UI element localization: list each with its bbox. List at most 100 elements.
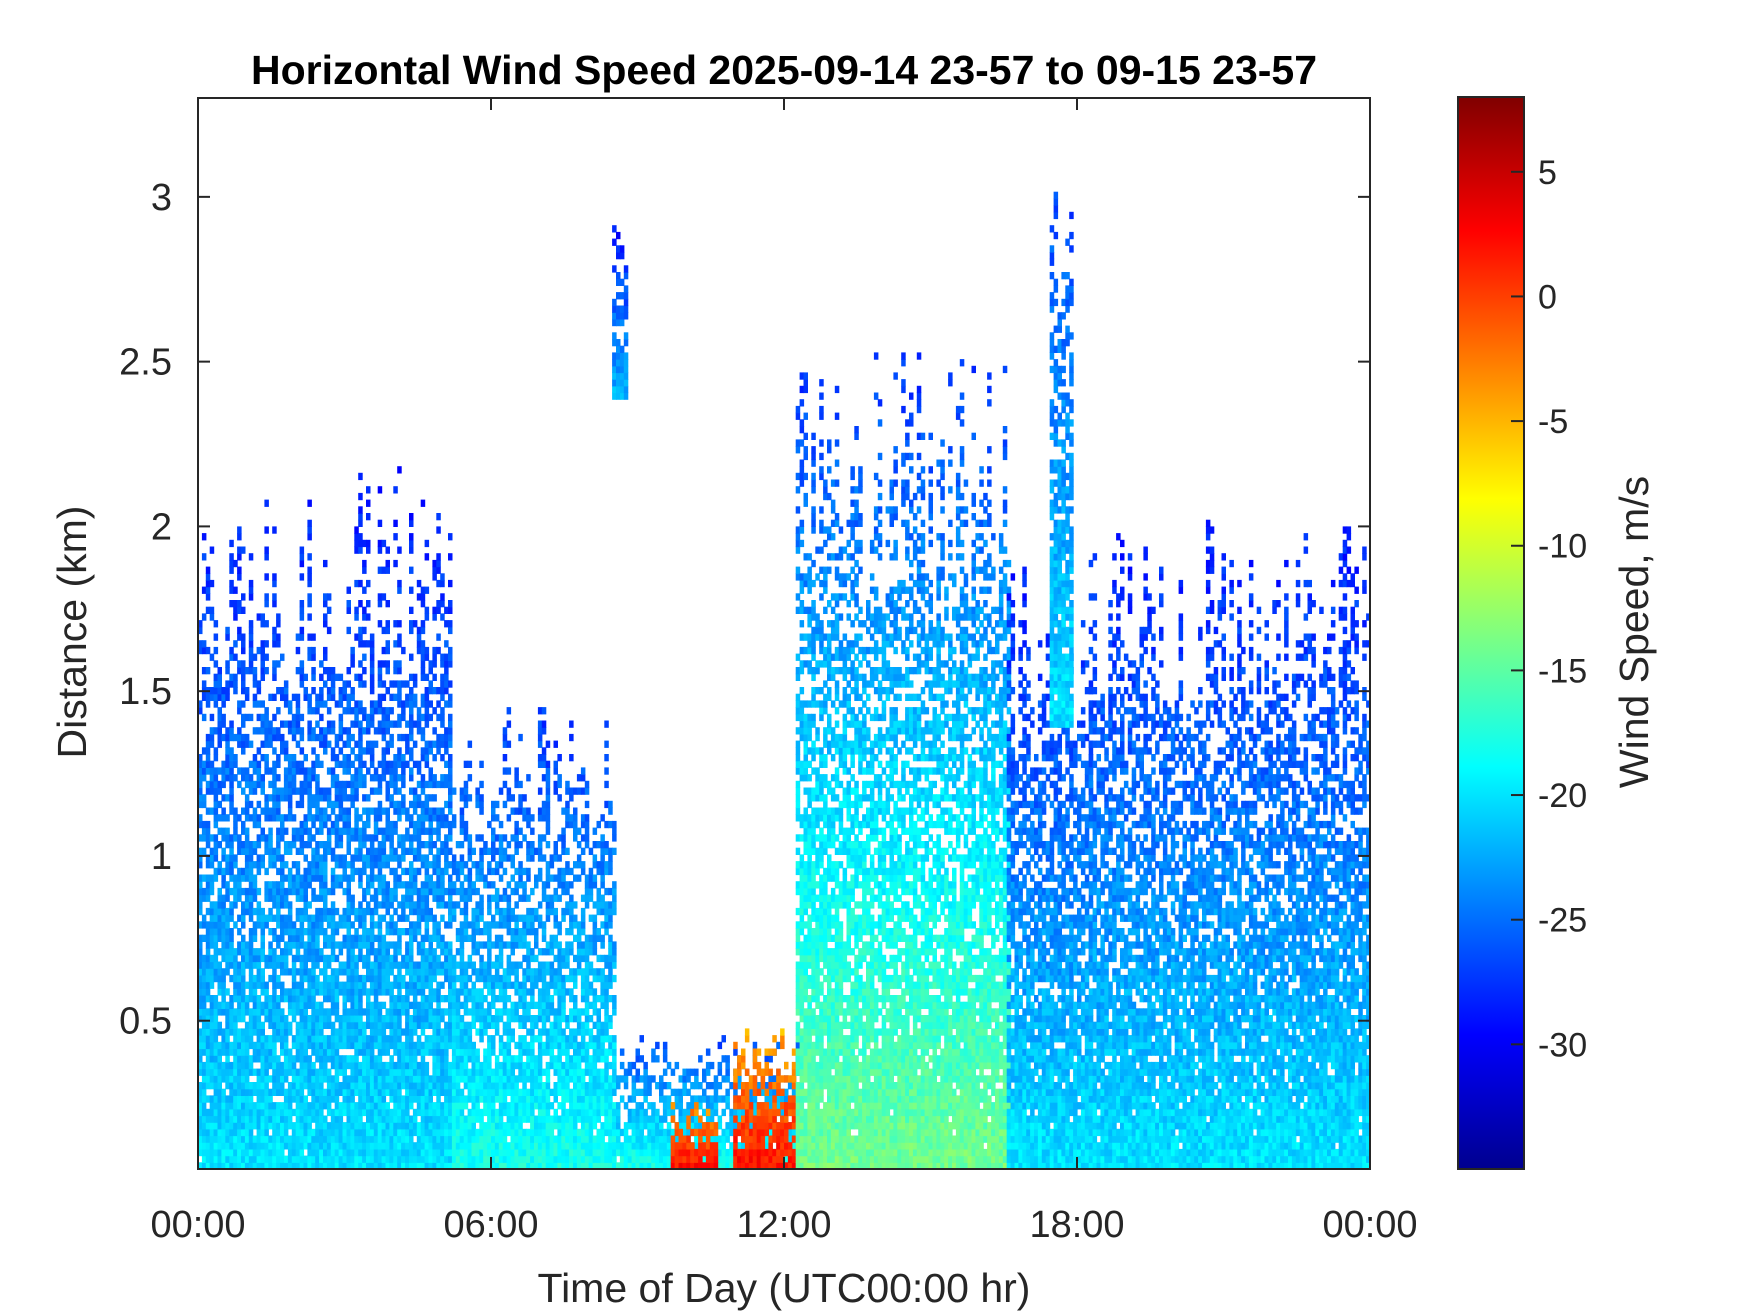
heatmap-cell (287, 1055, 293, 1063)
heatmap-cell (526, 807, 531, 815)
heatmap-cell (264, 640, 269, 648)
heatmap-cell (244, 867, 250, 876)
heatmap-cell (405, 807, 410, 815)
heatmap-cell (283, 887, 289, 896)
heatmap-cell (448, 861, 453, 869)
heatmap-cell (459, 941, 465, 949)
heatmap-cell (545, 941, 551, 949)
heatmap-cell (377, 1142, 383, 1150)
heatmap-cell (393, 1128, 398, 1137)
heatmap-cell (487, 941, 492, 949)
heatmap-cell (229, 1048, 234, 1056)
heatmap-cell (455, 995, 461, 1003)
heatmap-cell (440, 754, 445, 762)
heatmap-cell (444, 747, 449, 755)
heatmap-cell (237, 867, 242, 876)
heatmap-cell (346, 794, 351, 802)
heatmap-cell (467, 841, 473, 849)
heatmap-cell (436, 1021, 441, 1029)
heatmap-cell (311, 887, 316, 896)
heatmap-cell (498, 1122, 504, 1130)
heatmap-cell (534, 881, 539, 889)
heatmap-cell (342, 921, 347, 929)
heatmap-cell (241, 1148, 246, 1157)
heatmap-cell (237, 1155, 242, 1163)
heatmap-cell (303, 1128, 308, 1137)
heatmap-cell (373, 1148, 379, 1157)
heatmap-cell (459, 1122, 465, 1130)
heatmap-cell (448, 968, 453, 976)
heatmap-cell (409, 1148, 414, 1157)
heatmap-cell (205, 1048, 211, 1056)
heatmap-cell (432, 707, 437, 715)
heatmap-cell (549, 874, 555, 882)
heatmap-cell (506, 914, 512, 922)
heatmap-cell (287, 1001, 293, 1009)
heatmap-cell (326, 914, 332, 922)
heatmap-cell (381, 566, 387, 574)
heatmap-cell (537, 834, 543, 842)
heatmap-cell (303, 894, 308, 902)
heatmap-cell (225, 961, 230, 969)
heatmap-cell (467, 834, 473, 842)
heatmap-cell (420, 827, 426, 835)
heatmap-cell (311, 854, 316, 862)
heatmap-cell (393, 559, 398, 568)
heatmap-cell (221, 921, 226, 929)
heatmap-cell (225, 727, 230, 735)
heatmap-cell (444, 948, 449, 956)
heatmap-cell (268, 1162, 273, 1169)
heatmap-cell (283, 847, 289, 855)
heatmap-cell (319, 1095, 324, 1103)
heatmap-cell (451, 974, 457, 983)
heatmap-cell (276, 995, 281, 1003)
heatmap-cell (405, 1122, 410, 1130)
heatmap-cell (354, 579, 359, 588)
heatmap-cell (229, 954, 234, 963)
heatmap-cell (264, 667, 269, 675)
heatmap-cell (217, 901, 222, 909)
heatmap-cell (334, 733, 340, 742)
heatmap-cell (448, 733, 453, 742)
heatmap-cell (350, 968, 355, 976)
heatmap-cell (451, 1128, 457, 1137)
heatmap-cell (494, 1055, 500, 1063)
heatmap-cell (409, 606, 414, 614)
heatmap-cell (244, 1122, 250, 1130)
heatmap-cell (358, 827, 363, 835)
heatmap-cell (311, 800, 316, 809)
heatmap-cell (323, 1142, 328, 1150)
heatmap-cell (315, 1001, 320, 1009)
heatmap-cell (498, 820, 504, 829)
heatmap-cell (483, 1055, 488, 1063)
heatmap-cell (221, 1128, 226, 1137)
heatmap-cell (276, 1028, 281, 1036)
heatmap-cell (514, 1061, 519, 1070)
heatmap-cell (225, 934, 230, 942)
heatmap-cell (315, 934, 320, 942)
heatmap-cell (471, 1048, 476, 1056)
heatmap-cell (448, 740, 453, 748)
heatmap-cell (420, 586, 426, 594)
heatmap-cell (209, 954, 215, 963)
heatmap-cell (506, 1108, 512, 1117)
heatmap-cell (389, 847, 394, 855)
heatmap-cell (459, 1128, 465, 1137)
heatmap-cell (362, 1108, 367, 1117)
heatmap-cell (467, 1148, 473, 1157)
heatmap-cell (354, 1008, 359, 1016)
heatmap-cell (256, 954, 262, 963)
heatmap-cell (448, 653, 453, 661)
heatmap-cell (233, 974, 238, 983)
heatmap-cell (537, 1142, 543, 1150)
heatmap-cell (221, 693, 226, 701)
heatmap-cell (299, 1041, 305, 1050)
heatmap-cell (198, 640, 203, 648)
heatmap-cell (287, 720, 293, 728)
heatmap-cell (534, 1102, 539, 1110)
heatmap-cell (217, 1162, 222, 1169)
heatmap-cell (467, 934, 473, 942)
heatmap-cell (268, 1095, 273, 1103)
heatmap-cell (459, 968, 465, 976)
heatmap-cell (213, 814, 219, 822)
